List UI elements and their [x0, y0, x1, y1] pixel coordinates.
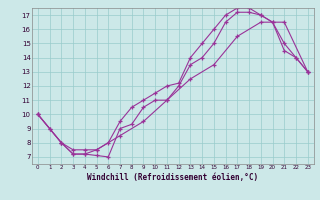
- X-axis label: Windchill (Refroidissement éolien,°C): Windchill (Refroidissement éolien,°C): [87, 173, 258, 182]
